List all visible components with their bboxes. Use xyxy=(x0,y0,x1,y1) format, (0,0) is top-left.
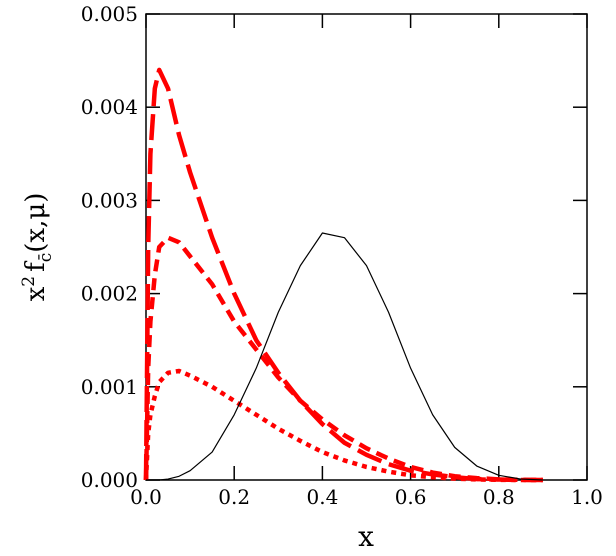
y-tick-label: 0.005 xyxy=(81,2,138,26)
y-label-part: 2 xyxy=(19,276,39,287)
y-tick-label: 0.004 xyxy=(81,95,138,119)
series-line xyxy=(146,232,543,481)
y-label-part: x xyxy=(21,286,51,301)
series-line xyxy=(143,368,543,483)
y-tick-label: 0.002 xyxy=(81,282,138,306)
y-label-part: (x,μ) xyxy=(21,193,51,253)
y-axis-label: x2 fc̄(x,μ) xyxy=(19,193,56,302)
series-line xyxy=(143,67,543,483)
y-tick-label: 0.000 xyxy=(81,468,138,492)
x-tick-label: 0.8 xyxy=(483,485,515,509)
y-tick-label: 0.001 xyxy=(81,375,138,399)
x-tick-label: 0.4 xyxy=(306,485,338,509)
x-tick-label: 0.6 xyxy=(395,485,427,509)
series-line xyxy=(143,235,543,483)
x-tick-label: 1.0 xyxy=(571,485,603,509)
x-tick-label: 0.0 xyxy=(130,485,162,509)
plot-frame xyxy=(145,13,588,481)
x-tick-label: 0.2 xyxy=(218,485,250,509)
y-label-part: c̄ xyxy=(36,253,56,263)
y-label-part: f xyxy=(21,260,51,272)
y-tick-label: 0.003 xyxy=(81,188,138,212)
x-axis-label: x xyxy=(358,520,374,553)
